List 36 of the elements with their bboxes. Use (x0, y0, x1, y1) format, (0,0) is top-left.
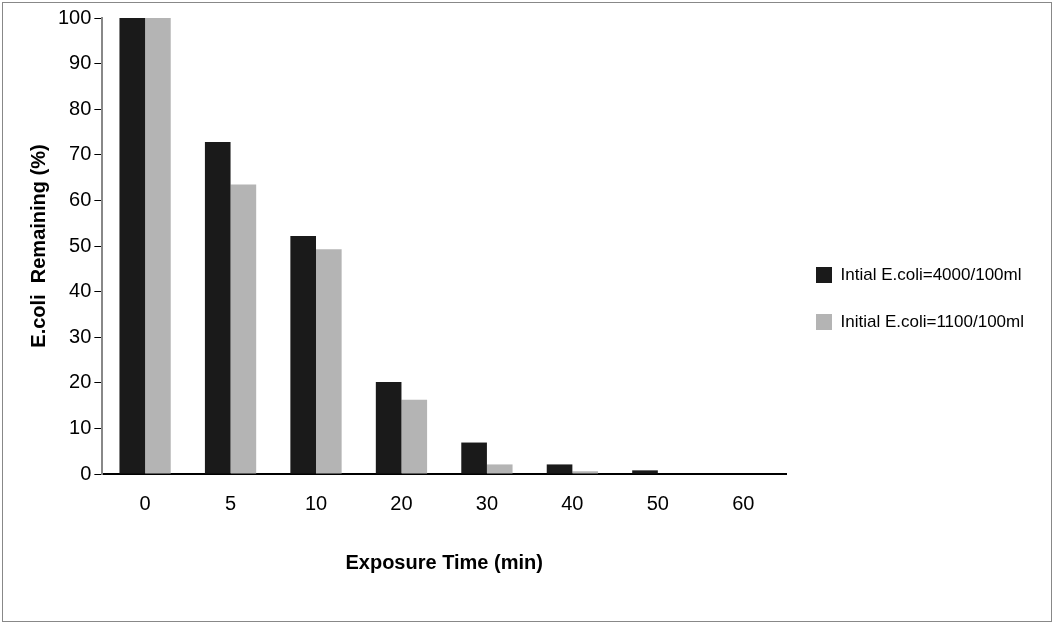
bar (145, 18, 171, 474)
bar (401, 399, 428, 474)
y-axis-title: E.coli Remaining (%) (26, 144, 49, 348)
x-tick-label: 0 (139, 491, 151, 514)
x-tick-label: 40 (561, 491, 584, 514)
y-tick-label: 70 (69, 142, 92, 165)
y-tick-label: 50 (69, 233, 92, 256)
bar (461, 442, 487, 474)
y-tick-label: 0 (80, 461, 92, 484)
x-tick-label: 60 (732, 491, 755, 514)
y-tick-label: 40 (69, 279, 92, 302)
bar (632, 470, 658, 474)
x-tick-label: 10 (304, 491, 328, 514)
bar (119, 18, 146, 474)
y-tick-label: 80 (69, 96, 92, 119)
bar (486, 464, 513, 474)
bar (375, 381, 402, 474)
y-tick-label: 90 (69, 51, 92, 74)
bar (290, 235, 317, 474)
legend-label: Intial E.coli=4000/100ml (840, 264, 1022, 284)
y-tick-label: 30 (69, 324, 92, 347)
x-axis-title: Exposure Time (min) (345, 550, 543, 573)
x-tick-label: 20 (390, 491, 413, 514)
legend-label: Initial E.coli=1100/100ml (840, 311, 1025, 331)
bar (546, 464, 573, 474)
y-tick-label: 20 (69, 370, 92, 393)
x-tick-label: 30 (475, 491, 499, 514)
bar (204, 142, 231, 474)
bar (572, 471, 599, 474)
bar (230, 184, 257, 474)
y-tick-label: 60 (69, 187, 92, 210)
bar (316, 249, 342, 474)
y-tick-label: 100 (57, 5, 92, 28)
x-tick-label: 50 (646, 491, 669, 514)
y-tick-label: 10 (69, 415, 92, 438)
x-tick-label: 5 (224, 491, 237, 514)
